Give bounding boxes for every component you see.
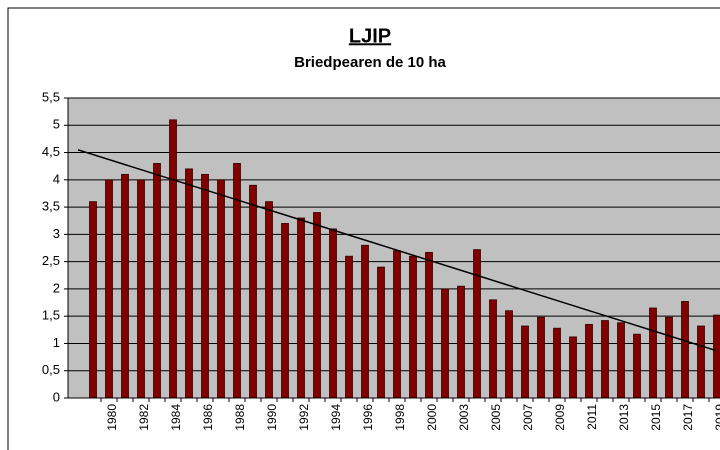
x-tick-label: 1990 (265, 404, 279, 431)
bar (313, 212, 321, 399)
bar (649, 307, 657, 399)
bar (569, 336, 577, 399)
bar (249, 184, 257, 399)
bar (665, 316, 673, 399)
chart-subtitle: Briedpearen de 10 ha (294, 54, 446, 71)
bar (697, 325, 705, 399)
bar (185, 168, 193, 399)
y-tick-label: 1 (53, 335, 60, 350)
chart-title: LJIP (349, 25, 391, 47)
bar (201, 173, 209, 399)
y-tick-label: 2 (53, 280, 60, 295)
bar (345, 255, 353, 399)
bar (505, 310, 513, 399)
x-tick-label: 2017 (681, 404, 695, 431)
bar (377, 266, 385, 399)
y-tick-label: 5 (53, 117, 60, 132)
x-tick-label: 1994 (329, 404, 343, 431)
bar (89, 201, 97, 399)
bar (217, 179, 225, 399)
bar (121, 173, 129, 399)
x-tick-label: 1986 (201, 404, 215, 431)
y-tick-label: 5,5 (42, 89, 60, 104)
bar (361, 244, 369, 399)
bar (153, 163, 161, 399)
bar (713, 314, 720, 399)
bar (329, 228, 337, 399)
bar (281, 223, 289, 399)
x-tick-label: 2019 (713, 404, 720, 431)
x-tick-label: 1988 (233, 404, 247, 431)
x-tick-label: 1998 (393, 404, 407, 431)
y-tick-label: 0,5 (42, 362, 60, 377)
bar (681, 301, 689, 399)
bar (473, 249, 481, 399)
x-tick-label: 2007 (521, 404, 535, 431)
y-tick-label: 3,5 (42, 199, 60, 214)
x-tick-label: 1980 (105, 404, 119, 431)
bar (521, 325, 529, 399)
y-tick-label: 2,5 (42, 253, 60, 268)
y-tick-label: 4,5 (42, 144, 60, 159)
y-tick-label: 4 (53, 171, 60, 186)
bar (105, 179, 113, 399)
bar (553, 327, 561, 399)
bar (169, 119, 177, 399)
bar (537, 316, 545, 399)
bar (585, 323, 593, 399)
bar (633, 333, 641, 399)
bar (393, 250, 401, 399)
x-tick-label: 2005 (489, 404, 503, 431)
x-tick-label: 2013 (617, 404, 631, 431)
bar (617, 322, 625, 399)
x-tick-label: 2011 (585, 404, 599, 430)
x-tick-label: 1982 (137, 404, 151, 431)
bar (457, 285, 465, 399)
bar (441, 288, 449, 399)
x-tick-label: 2015 (649, 404, 663, 431)
x-tick-label: 1984 (169, 404, 183, 431)
y-tick-label: 3 (53, 226, 60, 241)
x-tick-label: 1992 (297, 404, 311, 431)
bar (601, 320, 609, 399)
x-tick-label: 2009 (553, 404, 567, 431)
y-tick-label: 0 (53, 389, 60, 404)
x-tick-label: 2000 (425, 404, 439, 431)
y-tick-label: 1,5 (42, 308, 60, 323)
x-tick-label: 1996 (361, 404, 375, 431)
bar (297, 217, 305, 399)
bar (425, 251, 433, 399)
bar (137, 179, 145, 399)
x-tick-label: 2003 (457, 404, 471, 431)
trend-line (77, 149, 717, 352)
bar (489, 299, 497, 399)
bar (409, 255, 417, 399)
bar (265, 201, 273, 399)
